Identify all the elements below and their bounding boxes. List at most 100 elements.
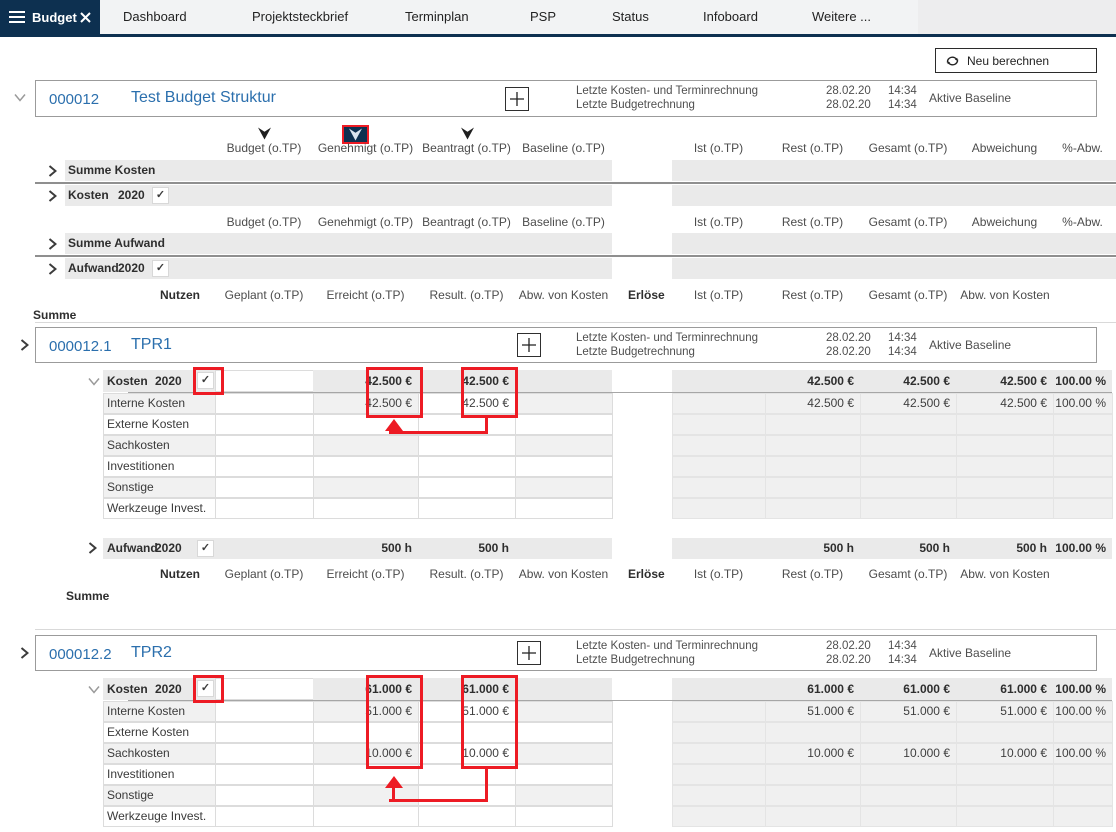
baseline-cell[interactable] bbox=[515, 435, 613, 456]
beantragt-cell[interactable] bbox=[418, 477, 516, 498]
baseline-cell[interactable] bbox=[515, 785, 613, 806]
col-header-genehmigt: Genehmigt (o.TP) bbox=[317, 141, 414, 155]
col-header-gesamt: Gesamt (o.TP) bbox=[868, 141, 948, 155]
baseline-cell[interactable] bbox=[515, 393, 613, 414]
summe-label: Summe bbox=[33, 308, 77, 322]
row-label: Interne Kosten bbox=[107, 396, 186, 410]
ist-cell bbox=[672, 722, 766, 743]
beantragt-cell[interactable] bbox=[418, 435, 516, 456]
baseline-cell[interactable] bbox=[515, 722, 613, 743]
abweichung-cell bbox=[956, 435, 1054, 456]
genehmigt-cell[interactable] bbox=[313, 435, 419, 456]
chevron-right-icon[interactable] bbox=[20, 647, 29, 659]
baseline-cell[interactable] bbox=[515, 764, 613, 785]
budget-cell[interactable] bbox=[215, 764, 314, 785]
chevron-right-icon[interactable] bbox=[48, 165, 57, 177]
col-header-abw-von-kosten: Abw. von Kosten bbox=[518, 567, 609, 581]
tab-weitere[interactable]: Weitere ... bbox=[812, 9, 872, 24]
genehmigt-cell[interactable] bbox=[313, 456, 419, 477]
genehmigt-cell[interactable] bbox=[313, 498, 419, 519]
baseline-cell[interactable] bbox=[515, 456, 613, 477]
assume-genehmigt-dart-icon-highlighted[interactable] bbox=[342, 125, 369, 144]
add-button[interactable] bbox=[517, 333, 541, 357]
info-time-1: 14:34 bbox=[888, 332, 917, 344]
budget-cell[interactable] bbox=[215, 743, 314, 764]
budget-cell[interactable] bbox=[215, 785, 314, 806]
tab-terminplan[interactable]: Terminplan bbox=[405, 9, 469, 24]
close-icon[interactable] bbox=[80, 12, 91, 23]
annotation-box-genehmigt bbox=[366, 675, 423, 769]
chevron-down-icon[interactable] bbox=[88, 685, 100, 694]
gesamt-cell bbox=[860, 414, 957, 435]
beantragt-cell[interactable] bbox=[418, 456, 516, 477]
assume-budget-dart-icon[interactable] bbox=[257, 127, 272, 140]
budget-cell[interactable] bbox=[215, 701, 314, 722]
annotation-box-checkbox bbox=[193, 675, 224, 703]
tab-infoboard[interactable]: Infoboard bbox=[703, 9, 758, 24]
kosten-checkbox[interactable]: ✓ bbox=[152, 187, 169, 204]
tab-dashboard[interactable]: Dashboard bbox=[123, 9, 187, 24]
abweichung-cell bbox=[956, 456, 1054, 477]
assume-beantragt-dart-icon[interactable] bbox=[460, 127, 475, 140]
genehmigt-cell[interactable] bbox=[313, 785, 419, 806]
rest-value: 51.000 € bbox=[807, 704, 854, 718]
baseline-cell[interactable] bbox=[515, 743, 613, 764]
plus-icon bbox=[508, 90, 526, 108]
tpr2-kosten-band bbox=[103, 678, 215, 700]
pct-value: 100.00 % bbox=[1055, 746, 1106, 760]
add-button[interactable] bbox=[517, 641, 541, 665]
abweichung-value: 500 h bbox=[1016, 541, 1047, 555]
genehmigt-cell[interactable] bbox=[313, 806, 419, 827]
tpr2-kosten-band-right bbox=[672, 678, 1112, 700]
col-header-pct-abw: %-Abw. bbox=[1062, 215, 1103, 229]
tab-projektsteckbrief[interactable]: Projektsteckbrief bbox=[252, 9, 349, 24]
budget-cell[interactable] bbox=[215, 806, 314, 827]
beantragt-cell[interactable] bbox=[418, 785, 516, 806]
col-header-beantragt: Beantragt (o.TP) bbox=[422, 141, 511, 155]
chevron-down-icon[interactable] bbox=[88, 377, 100, 386]
chevron-right-icon[interactable] bbox=[48, 190, 57, 202]
tpr1-kosten-band-right bbox=[672, 370, 1112, 392]
annotation-box-beantragt bbox=[461, 675, 518, 769]
chevron-down-icon[interactable] bbox=[14, 93, 26, 102]
beantragt-cell[interactable] bbox=[418, 498, 516, 519]
budget-cell[interactable] bbox=[215, 498, 314, 519]
baseline-cell[interactable] bbox=[515, 498, 613, 519]
budget-cell[interactable] bbox=[215, 678, 314, 700]
chevron-right-icon[interactable] bbox=[88, 542, 97, 554]
budget-cell[interactable] bbox=[215, 370, 314, 392]
kosten-checkbox[interactable]: ✓ bbox=[197, 372, 214, 389]
genehmigt-cell[interactable] bbox=[313, 477, 419, 498]
chevron-right-icon[interactable] bbox=[48, 263, 57, 275]
recalculate-button[interactable]: Neu berechnen bbox=[935, 48, 1097, 73]
tab-psp[interactable]: PSP bbox=[530, 9, 557, 24]
baseline-cell[interactable] bbox=[515, 701, 613, 722]
tab-status[interactable]: Status bbox=[612, 9, 649, 24]
active-baseline-label: Aktive Baseline bbox=[929, 646, 1012, 660]
add-button[interactable] bbox=[505, 87, 529, 111]
hamburger-icon[interactable] bbox=[9, 11, 25, 23]
beantragt-cell[interactable] bbox=[418, 806, 516, 827]
aufwand-checkbox[interactable]: ✓ bbox=[152, 260, 169, 277]
budget-cell[interactable] bbox=[215, 456, 314, 477]
baseline-cell[interactable] bbox=[515, 414, 613, 435]
budget-cell[interactable] bbox=[215, 435, 314, 456]
info-label-2: Letzte Budgetrechnung bbox=[576, 654, 695, 666]
baseline-cell[interactable] bbox=[515, 806, 613, 827]
budget-cell[interactable] bbox=[215, 393, 314, 414]
aufwand-band bbox=[65, 258, 612, 279]
chevron-right-icon[interactable] bbox=[48, 238, 57, 250]
baseline-cell[interactable] bbox=[515, 477, 613, 498]
chevron-right-icon[interactable] bbox=[20, 339, 29, 351]
pct-value: 100.00 % bbox=[1055, 374, 1106, 388]
budget-cell[interactable] bbox=[215, 414, 314, 435]
tab-budget-active[interactable]: Budget bbox=[0, 0, 100, 34]
budget-cell[interactable] bbox=[215, 477, 314, 498]
active-baseline-label: Aktive Baseline bbox=[929, 91, 1012, 105]
abweichung-cell bbox=[956, 722, 1054, 743]
section-name: TPR2 bbox=[131, 644, 172, 661]
row-label: Externe Kosten bbox=[107, 417, 190, 431]
kosten-checkbox[interactable]: ✓ bbox=[197, 680, 214, 697]
budget-cell[interactable] bbox=[215, 722, 314, 743]
aufwand-checkbox[interactable]: ✓ bbox=[197, 540, 214, 557]
